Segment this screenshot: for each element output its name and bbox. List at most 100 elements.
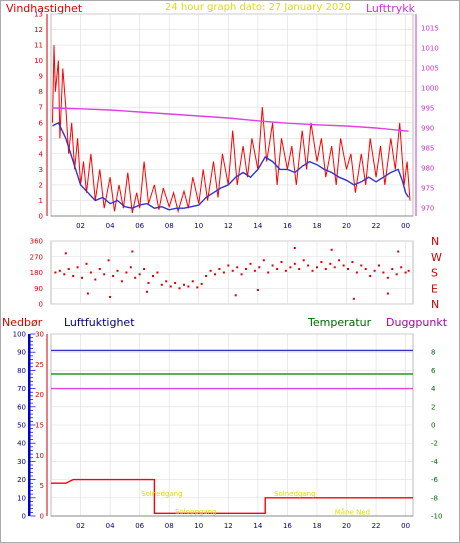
direction-point (400, 266, 403, 269)
compass-label: E (431, 282, 438, 295)
y-tick-label-right: 995 (421, 105, 434, 113)
compass-label: N (431, 235, 439, 248)
direction-point (205, 275, 208, 277)
direction-point (397, 250, 400, 253)
direction-point (293, 262, 296, 265)
y-tick-label-right: 1005 (421, 65, 439, 73)
annotation-label: Solnedgang (141, 490, 182, 498)
y-tick-label-left: 1 (39, 197, 43, 205)
y-tick-label-rain: 60 (17, 403, 26, 411)
y-tick-label-rain: 40 (17, 440, 26, 448)
direction-point (330, 248, 333, 251)
y-tick-label-left: 0 (39, 213, 43, 221)
annotation-label: Soloppgang (175, 508, 216, 516)
y-tick-label-left: 11 (34, 42, 43, 50)
direction-point (271, 264, 274, 267)
y-tick-label-left: 13 (34, 11, 43, 19)
direction-point (58, 269, 61, 272)
direction-point (342, 264, 345, 267)
y-tick-label-left: 10 (34, 57, 43, 65)
x-tick-label: 04 (106, 222, 115, 230)
direction-point (407, 269, 410, 272)
y-tick-label-temperature: 4 (431, 385, 436, 393)
direction-point (187, 285, 190, 288)
x-tick-label: 00 (401, 222, 410, 230)
y-tick-label-left: 2 (39, 181, 43, 189)
y-tick-label-temperature: -8 (431, 494, 438, 502)
rain-label: Nedbør (2, 316, 43, 329)
direction-point (355, 271, 358, 274)
direction-point (360, 264, 363, 267)
humidity-label: Luftfuktighet (64, 316, 135, 329)
x-tick-label: 16 (283, 222, 292, 230)
wind-speed-title: Vindhastighet (6, 2, 83, 15)
direction-point (109, 296, 112, 298)
y-tick-label-humidity: 20 (35, 391, 44, 399)
direction-point (209, 269, 212, 272)
direction-point (67, 268, 70, 270)
x-tick-label: 06 (135, 222, 144, 230)
y-tick-label-right: 990 (421, 125, 434, 133)
chart-title: 24 hour graph dato: 27 January 2020 (165, 2, 351, 13)
direction-point (347, 268, 349, 270)
y-tick-label-right: 980 (421, 165, 434, 173)
y-tick-label-rain: 100 (13, 331, 26, 339)
direction-point (227, 264, 230, 267)
series-line-1 (52, 121, 410, 211)
direction-point (138, 273, 141, 276)
y-tick-label-left: 5 (39, 135, 43, 143)
direction-point (107, 259, 110, 262)
y-tick-label-temperature: 0 (431, 422, 435, 430)
direction-point (352, 297, 355, 300)
direction-point (284, 269, 287, 272)
direction-point (54, 271, 57, 274)
direction-point (386, 292, 389, 295)
y-tick-label-humidity: 25 (35, 361, 44, 369)
direction-point (214, 273, 216, 276)
series-line-0 (52, 45, 411, 214)
y-tick-label-right: 975 (421, 185, 434, 193)
direction-point (81, 276, 83, 279)
y-tick-label-temperature: -2 (431, 440, 438, 448)
y-tick-label-temperature: -10 (431, 513, 442, 521)
direction-point (76, 266, 79, 269)
direction-point (86, 292, 89, 295)
x-tick-label: 14 (253, 222, 262, 230)
direction-point (329, 262, 332, 265)
x-tick-label: 18 (312, 522, 321, 530)
direction-point (134, 276, 137, 279)
y-tick-label-right: 985 (421, 145, 434, 153)
direction-point (236, 266, 239, 269)
y-tick-label-humidity: 5 (40, 482, 44, 490)
y-tick-label-rain: 50 (17, 422, 26, 430)
y-tick-label-left: 360 (30, 238, 43, 246)
y-tick-label-left: 270 (30, 253, 43, 261)
series-line-2 (52, 107, 409, 132)
x-tick-label: 22 (372, 522, 381, 530)
direction-point (245, 268, 247, 270)
y-tick-label-humidity: 0 (40, 513, 44, 521)
direction-point (169, 285, 172, 288)
direction-point (200, 282, 203, 285)
x-tick-label: 10 (194, 522, 203, 530)
x-tick-label: 04 (106, 522, 115, 530)
direction-point (240, 273, 243, 276)
y-tick-label-temperature: 8 (431, 349, 435, 357)
x-tick-label: 08 (165, 222, 174, 230)
direction-point (231, 269, 234, 272)
direction-point (404, 271, 407, 274)
x-tick-label: 14 (253, 522, 262, 530)
direction-point (256, 289, 259, 291)
y-tick-label-left: 180 (30, 269, 43, 277)
direction-point (125, 271, 128, 274)
direction-point (391, 268, 394, 270)
direction-point (338, 259, 341, 262)
direction-point (378, 264, 380, 267)
direction-point (146, 290, 148, 293)
direction-point (302, 259, 305, 262)
y-tick-label-left: 9 (39, 73, 43, 81)
annotation-label: Måne Ned (335, 508, 370, 517)
dewpoint-label: Duggpunkt (386, 316, 448, 329)
rain-axis-bar (28, 334, 31, 516)
